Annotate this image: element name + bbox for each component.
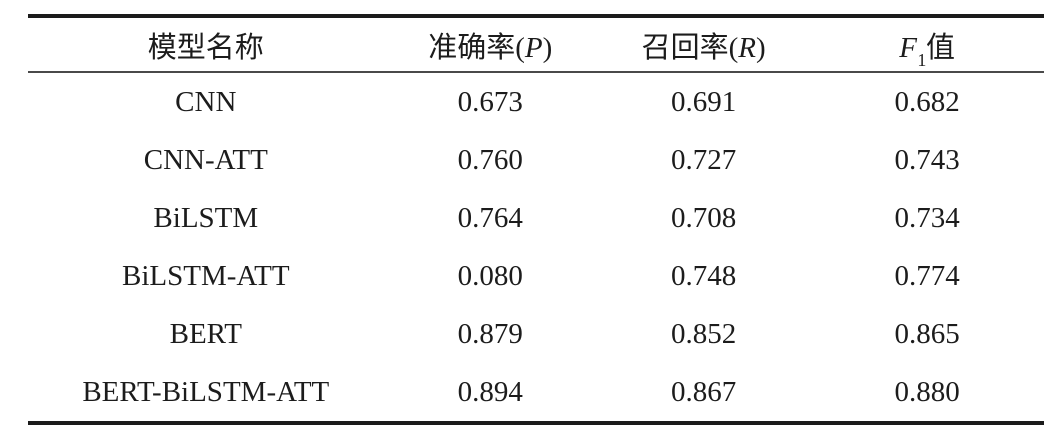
cell-precision: 0.080 [457, 259, 523, 292]
precision-header-suffix: ) [542, 31, 553, 64]
cell-f1: 0.682 [894, 85, 960, 118]
recall-header-prefix: 召回率( [641, 31, 739, 64]
cell-f1: 0.880 [894, 375, 960, 408]
cell-precision: 0.673 [457, 85, 523, 118]
table-row: BERT-BiLSTM-ATT 0.894 0.867 0.880 [28, 363, 1044, 423]
cell-model: BiLSTM [153, 201, 259, 234]
cell-model: BiLSTM-ATT [122, 259, 290, 292]
cell-model: CNN-ATT [143, 143, 268, 176]
table-row: BERT 0.879 0.852 0.865 [28, 305, 1044, 363]
cell-recall: 0.708 [671, 201, 737, 234]
cell-precision: 0.764 [457, 201, 523, 234]
f1-header-suffix: 值 [926, 31, 956, 64]
cell-model: CNN [175, 85, 237, 118]
table-row: BiLSTM 0.764 0.708 0.734 [28, 189, 1044, 247]
cell-f1: 0.774 [894, 259, 960, 292]
cell-f1: 0.865 [894, 317, 960, 350]
recall-header-suffix: ) [755, 31, 766, 64]
table-row: CNN 0.673 0.691 0.682 [28, 72, 1044, 131]
cell-model: BERT [169, 317, 242, 350]
cell-precision: 0.879 [457, 317, 523, 350]
column-header-recall: 召回率(R) [597, 16, 810, 72]
cell-f1: 0.734 [894, 201, 960, 234]
cell-f1: 0.743 [894, 143, 960, 176]
cell-precision: 0.894 [457, 375, 523, 408]
cell-recall: 0.867 [671, 375, 737, 408]
precision-header-prefix: 准确率( [428, 31, 525, 64]
cell-recall: 0.748 [671, 259, 737, 292]
cell-recall: 0.852 [671, 317, 737, 350]
table-row: CNN-ATT 0.760 0.727 0.743 [28, 131, 1044, 189]
column-header-model: 模型名称 [28, 16, 384, 72]
f1-symbol: F [899, 31, 918, 64]
column-header-model-label: 模型名称 [147, 31, 264, 64]
cell-recall: 0.727 [671, 143, 737, 176]
cell-model: BERT-BiLSTM-ATT [82, 375, 330, 408]
column-header-f1: F1值 [810, 16, 1044, 72]
precision-symbol: P [524, 31, 543, 64]
column-header-precision: 准确率(P) [384, 16, 597, 72]
cell-recall: 0.691 [671, 85, 737, 118]
recall-symbol: R [738, 31, 756, 64]
header-row: 模型名称 准确率(P) 召回率(R) F1值 [28, 16, 1044, 72]
table-row: BiLSTM-ATT 0.080 0.748 0.774 [28, 247, 1044, 305]
f1-subscript: 1 [917, 49, 927, 70]
results-table: 模型名称 准确率(P) 召回率(R) F1值 CNN 0.673 0.691 0… [28, 14, 1044, 425]
cell-precision: 0.760 [457, 143, 523, 176]
